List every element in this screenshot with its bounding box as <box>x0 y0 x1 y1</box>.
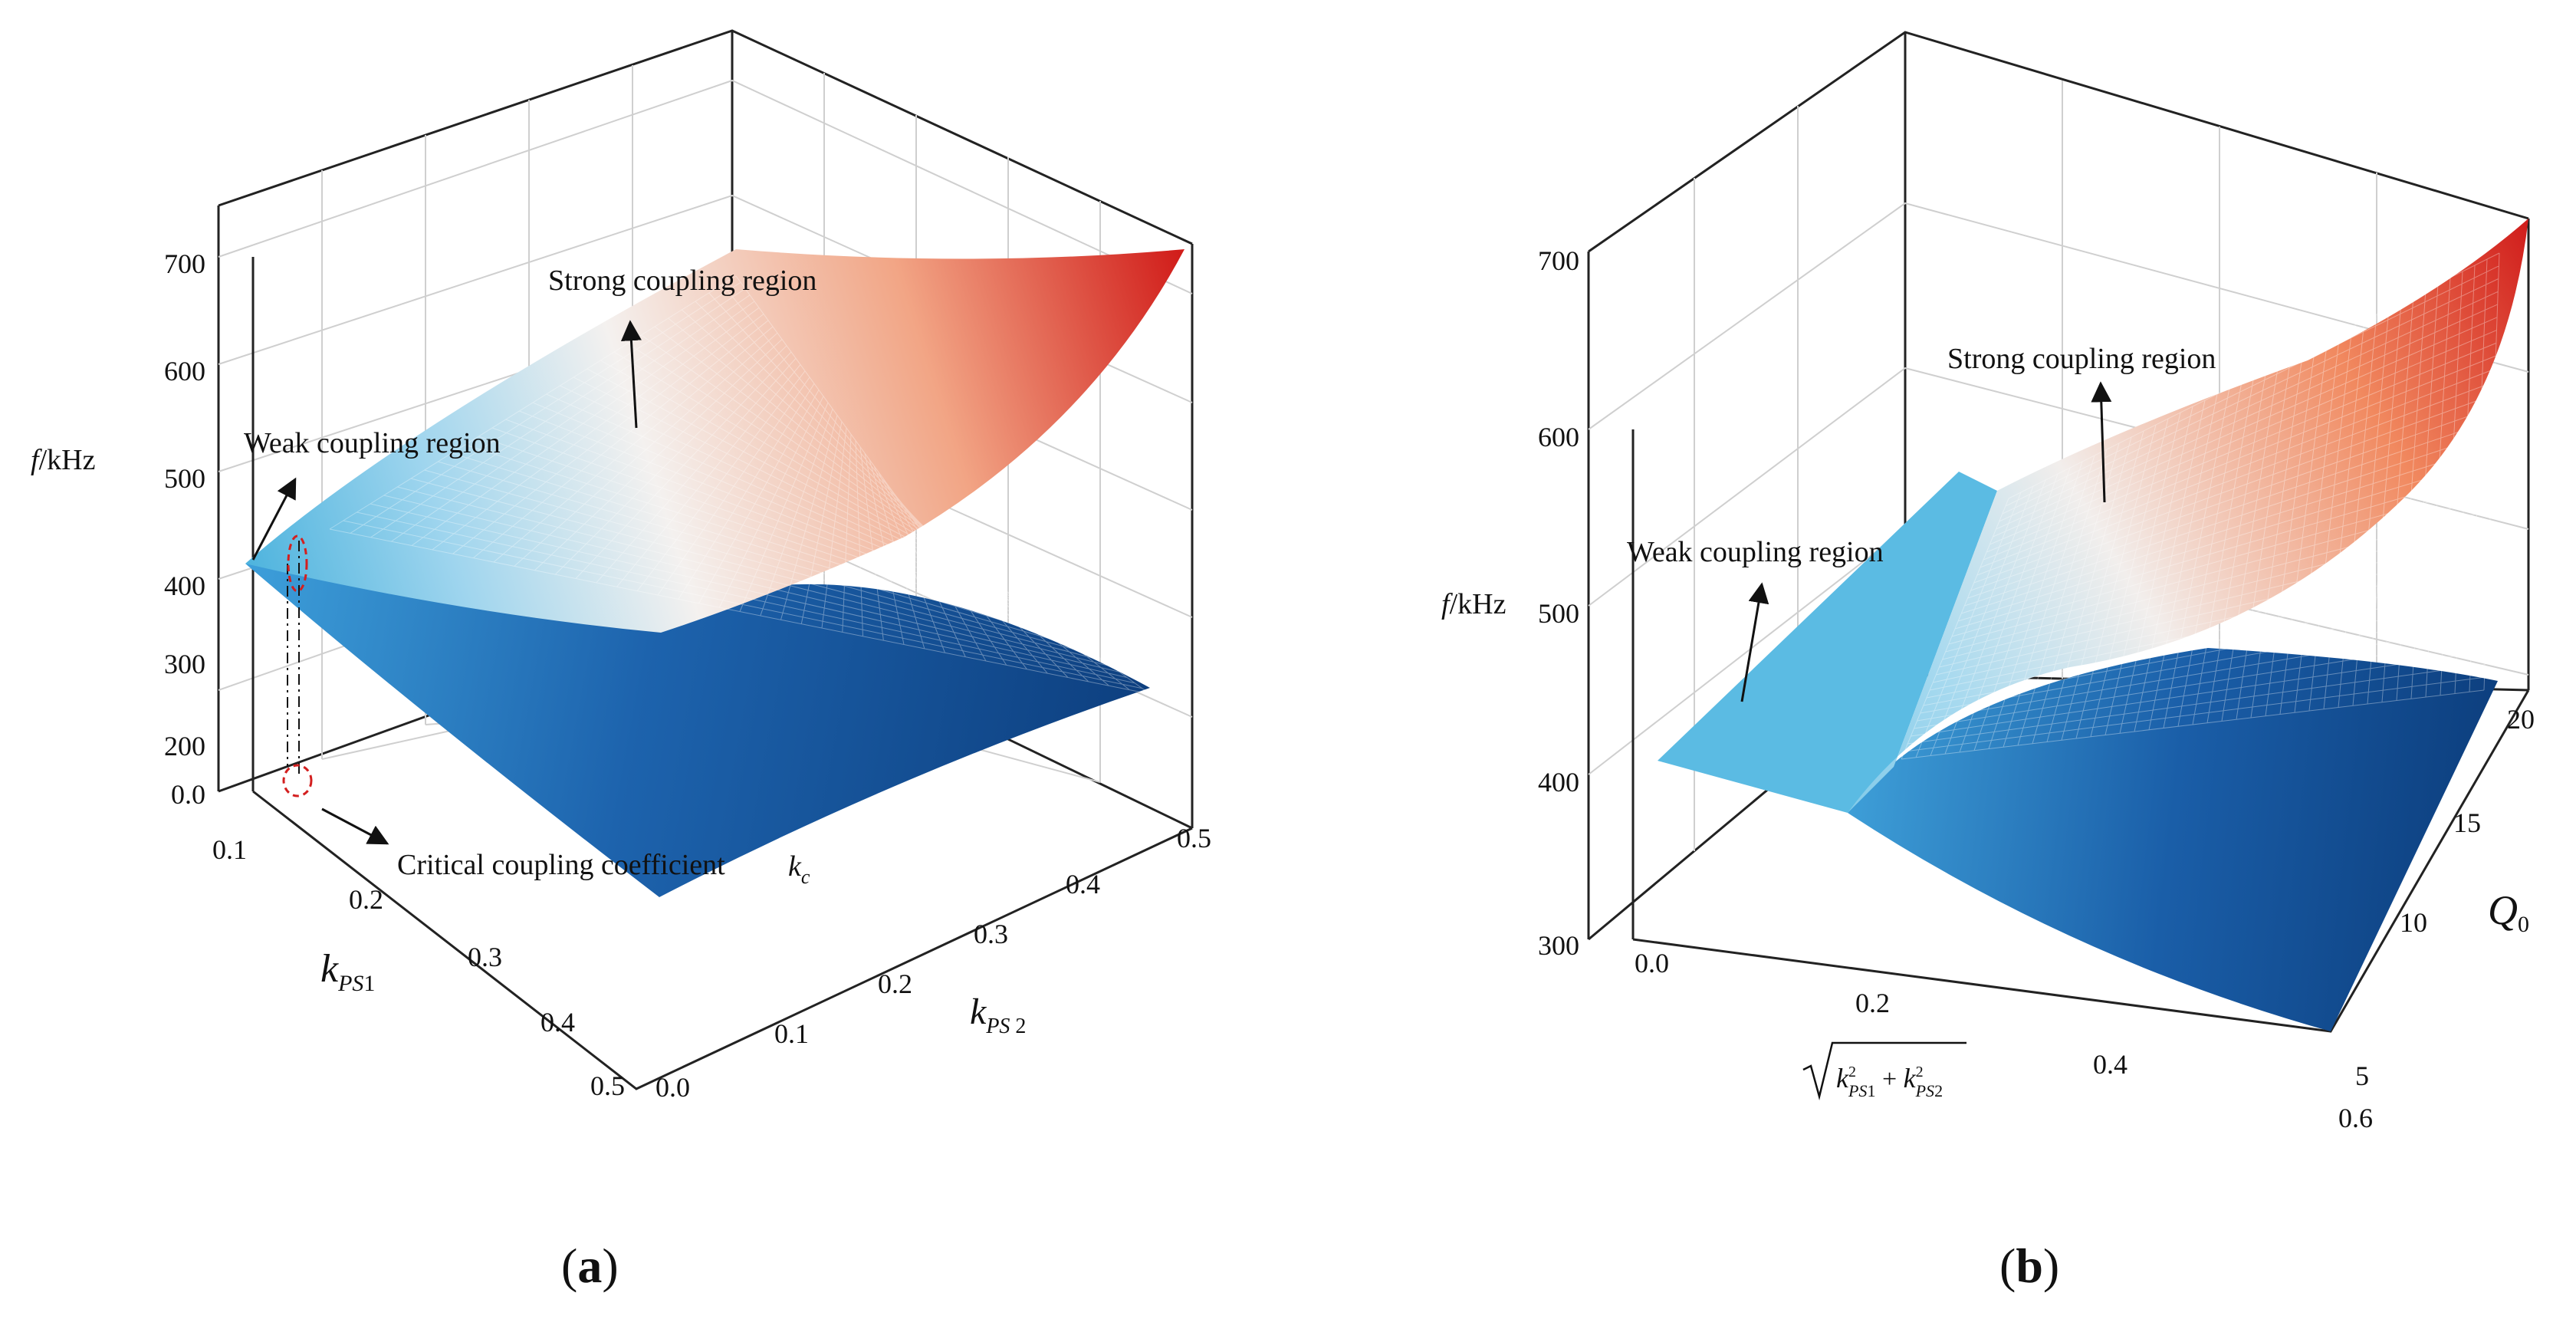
panel-b-z-tick: 600 <box>1538 422 1579 452</box>
surface-mesh-lines <box>329 275 1151 695</box>
panel-b-x-ticks: 0.0 0.2 0.4 0.6 <box>1635 948 2373 1133</box>
panel-b-y-label: Q0 <box>2488 887 2529 937</box>
panel-a-critical-circle-bottom <box>282 764 313 797</box>
panel-a-weak-arrow <box>251 477 297 561</box>
panel-a-y-tick: 0.2 <box>878 968 912 999</box>
panel-b-z-tick: 400 <box>1538 767 1579 797</box>
panel-b-upper-surface <box>1848 219 2528 813</box>
caption-a: (a) <box>561 1238 619 1293</box>
panel-a-y-label: kPS 2 <box>970 992 1026 1038</box>
panel-b-z-tick: 700 <box>1538 245 1579 276</box>
panel-b-x-tick: 0.0 <box>1635 948 1669 978</box>
caption-b: (b) <box>1999 1238 2059 1293</box>
panel-a-z-tick: 200 <box>164 731 205 761</box>
panel-b-z-ticks: 700 600 500 400 300 <box>1538 245 1579 961</box>
panel-a-x-tick: 0.2 <box>349 884 383 915</box>
panel-a-critical-circle-top <box>287 534 308 593</box>
panel-a-x-ticks: 0.1 0.2 0.3 0.4 0.5 <box>212 834 625 1101</box>
panel-a-upper-surface <box>245 249 1184 633</box>
panel-b-strong-arrow <box>2091 381 2112 503</box>
panel-a-weak-label: Weak coupling region <box>244 427 501 459</box>
panel-a-lower-surface <box>245 564 1150 897</box>
panel-a-y-tick: 0.4 <box>1066 869 1100 899</box>
panel-b-y-tick: 5 <box>2355 1061 2369 1091</box>
panel-b-weak-label: Weak coupling region <box>1627 536 1884 568</box>
panel-b: 700 600 500 400 300 0.0 0.2 0.4 0.6 20 1… <box>1441 31 2535 1133</box>
panel-a-z-tick: 700 <box>164 248 205 279</box>
panel-a-strong-arrow <box>620 320 642 429</box>
panel-a-z-tick: 300 <box>164 649 205 679</box>
panel-a-x-tick: 0.4 <box>540 1007 575 1038</box>
panel-a-critical-dashed-lines <box>287 541 300 776</box>
panel-a-critical-arrow <box>321 807 389 845</box>
panel-b-strong-label: Strong coupling region <box>1947 343 2216 375</box>
panel-b-x-tick: 0.4 <box>2093 1049 2128 1080</box>
panel-a-critical-label: Critical coupling coefficient <box>397 849 725 881</box>
panel-b-z-label: f/kHz <box>1441 588 1506 620</box>
panel-a-strong-label: Strong coupling region <box>548 265 816 297</box>
panel-a: 700 600 500 400 300 200 0.0 0.1 0.2 0.3 … <box>31 29 1211 1103</box>
panel-b-x-tick: 0.2 <box>1855 988 1890 1018</box>
panel-b-z-tick: 300 <box>1538 930 1579 961</box>
panel-a-z-ticks: 700 600 500 400 300 200 0.0 <box>164 248 205 810</box>
panel-a-z-tick: 400 <box>164 571 205 601</box>
panel-a-y-tick: 0.1 <box>774 1018 809 1049</box>
panel-b-x-label: k2 PS1 + k2 PS2 <box>1802 1041 1967 1100</box>
panel-a-x-tick: 0.3 <box>468 942 502 972</box>
panel-a-x-tick: 0.1 <box>212 834 247 865</box>
panel-a-y-tick: 0.3 <box>974 919 1008 949</box>
panel-b-y-ticks: 20 15 10 5 <box>2355 704 2535 1091</box>
panel-b-z-tick: 500 <box>1538 598 1579 629</box>
panel-a-surface-mesh <box>329 275 1151 695</box>
panel-a-y-tick: 0.0 <box>656 1072 690 1103</box>
panel-a-x-tick: 0.5 <box>590 1070 625 1101</box>
panel-a-z-label: f/kHz <box>31 444 95 476</box>
panel-a-y-tick: 0.5 <box>1177 823 1211 853</box>
panel-b-y-tick: 10 <box>2400 907 2427 938</box>
panel-b-plateau-surface <box>1658 472 1997 813</box>
panel-a-y-ticks: 0.0 0.1 0.2 0.3 0.4 0.5 <box>656 823 1211 1103</box>
panel-b-surface-mesh <box>1901 252 2500 760</box>
panel-a-z-tick: 500 <box>164 463 205 494</box>
panel-b-lower-surface <box>1848 648 2498 1031</box>
panel-b-y-tick: 20 <box>2507 704 2535 735</box>
panel-a-critical-symbol: kc <box>788 850 810 888</box>
panel-b-y-tick: 15 <box>2453 807 2481 838</box>
panel-a-x-label: kPS1 <box>320 947 375 996</box>
panel-b-x-tick: 0.6 <box>2338 1103 2373 1133</box>
panel-a-floor-axes <box>252 790 1193 1090</box>
panel-a-z-tick: 600 <box>164 356 205 386</box>
panel-b-weak-arrow <box>1740 582 1769 702</box>
surface-mesh-lines <box>1901 252 2500 760</box>
panel-a-z-tick: 0.0 <box>171 779 205 810</box>
